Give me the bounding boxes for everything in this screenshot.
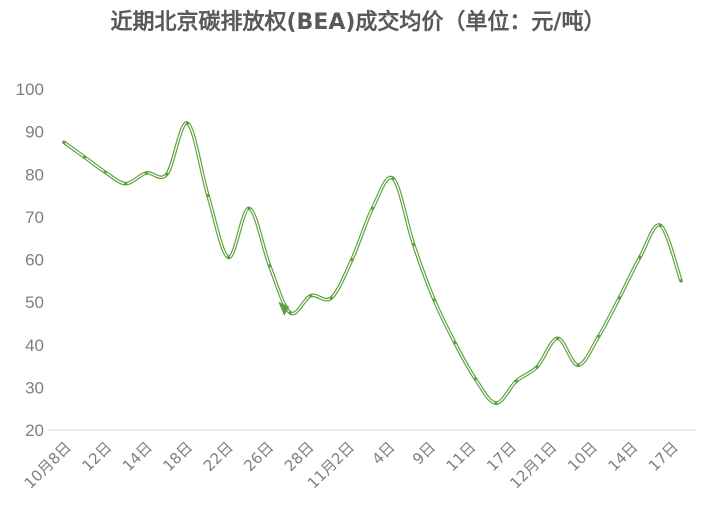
data-point [473, 377, 477, 381]
data-point [412, 242, 416, 247]
x-tick-label: 4日 [368, 438, 398, 468]
y-axis: 20 30 40 50 60 70 80 90 100 [16, 80, 44, 440]
data-point [144, 171, 148, 175]
data-point [597, 334, 601, 338]
data-point [82, 155, 87, 159]
data-point [638, 255, 642, 259]
data-point [535, 365, 539, 369]
data-point [391, 176, 395, 181]
data-point [370, 206, 375, 210]
series-line-inner [63, 122, 682, 404]
y-tick-label: 70 [25, 208, 44, 227]
arrow-marker [278, 301, 290, 316]
x-tick-label: 14日 [605, 438, 642, 475]
x-tick-label: 17日 [645, 438, 682, 475]
y-tick-label: 20 [25, 421, 44, 440]
data-point [247, 206, 251, 210]
data-point [329, 296, 333, 300]
data-point [288, 311, 292, 315]
data-point [576, 363, 580, 367]
data-point [679, 279, 683, 283]
data-point [206, 193, 210, 198]
data-point [494, 401, 498, 405]
data-point [453, 341, 457, 345]
data-point [617, 296, 621, 300]
data-point [268, 264, 272, 268]
y-tick-label: 100 [16, 80, 44, 99]
x-tick-label: 10月8日 [21, 438, 75, 492]
series-line-outline [62, 121, 683, 405]
y-tick-label: 80 [25, 165, 44, 184]
x-tick-label: 22日 [200, 438, 237, 475]
y-tick-label: 90 [25, 123, 44, 142]
x-tick-label: 11日 [443, 438, 480, 475]
x-tick-label: 18日 [159, 438, 196, 475]
chart-title: 近期北京碳排放权(BEA)成交均价（单位：元/吨） [110, 10, 606, 35]
y-tick-label: 30 [25, 378, 44, 397]
data-point [556, 336, 560, 340]
x-tick-label: 12日 [78, 438, 115, 475]
y-tick-label: 40 [25, 336, 44, 355]
x-tick-label: 17日 [483, 438, 520, 475]
data-point [124, 182, 128, 186]
data-point [185, 121, 189, 125]
x-tick-label: 9日 [409, 438, 439, 468]
data-point [658, 223, 663, 227]
x-tick-label: 14日 [119, 438, 156, 475]
series-line-group [62, 121, 683, 405]
data-point [103, 170, 107, 174]
data-point [514, 379, 519, 383]
data-point [309, 294, 313, 298]
y-tick-label: 60 [25, 251, 44, 270]
data-point [432, 298, 436, 302]
x-tick-label: 28日 [281, 438, 318, 475]
y-tick-label: 50 [25, 293, 44, 312]
x-tick-label: 26日 [240, 438, 277, 475]
data-point [226, 255, 231, 259]
data-point [62, 140, 66, 144]
x-tick-label: 10日 [564, 438, 601, 475]
data-point [350, 257, 354, 262]
data-point [165, 172, 169, 176]
data-points [62, 121, 683, 405]
